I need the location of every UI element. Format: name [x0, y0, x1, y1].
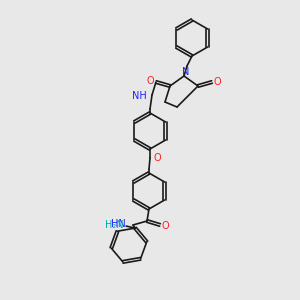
Text: NH: NH — [132, 91, 147, 101]
Text: HN: HN — [111, 219, 126, 229]
Text: O: O — [146, 76, 154, 86]
Text: O: O — [153, 153, 161, 163]
Text: N: N — [182, 67, 190, 77]
Text: H₂N: H₂N — [104, 220, 123, 230]
Text: O: O — [161, 221, 169, 231]
Text: O: O — [213, 77, 221, 87]
